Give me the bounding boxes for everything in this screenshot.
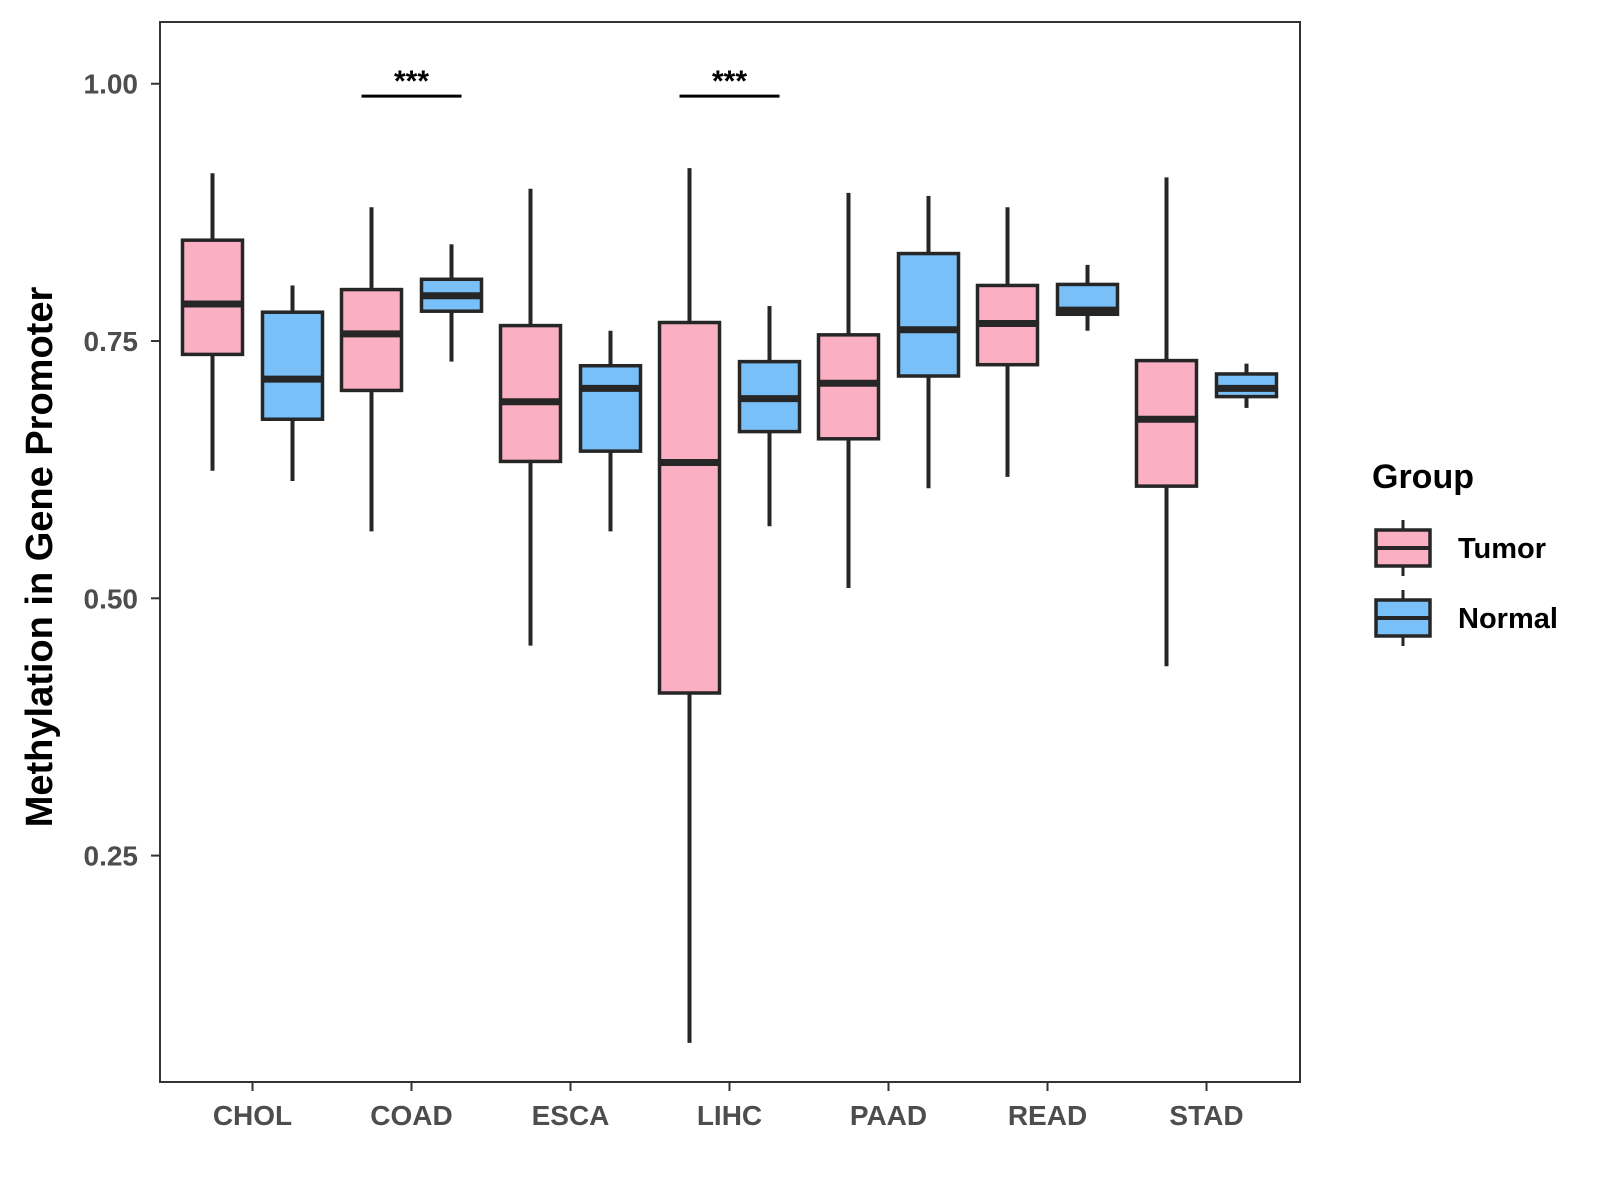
legend-item-normal: Normal [1374, 590, 1558, 646]
x-tick-label-chol: CHOL [213, 1100, 292, 1131]
y-tick-label: 0.25 [84, 841, 139, 872]
box-iqr [1134, 358, 1199, 488]
significance-coad: *** [361, 65, 462, 98]
box-iqr [816, 333, 881, 441]
legend-label-tumor: Tumor [1458, 533, 1546, 565]
axes: 0.25 0.50 0.75 1.00 CHOL COAD ESCA LIHC PAAD READ… [84, 21, 1301, 1131]
box-tumor-lihc [657, 168, 722, 1043]
box-tumor-stad [1134, 177, 1199, 667]
box-tumor-coad [339, 207, 404, 532]
box-iqr [180, 238, 245, 357]
legend-title: Group [1372, 458, 1474, 496]
box-normal-chol [260, 285, 325, 481]
box-tumor-paad [816, 192, 881, 589]
box-normal-esca [578, 330, 643, 532]
box-iqr [578, 363, 643, 453]
box-iqr [260, 310, 325, 421]
box-iqr [896, 251, 961, 378]
box-iqr [498, 323, 563, 464]
y-tick-label: 1.00 [84, 69, 139, 100]
x-tick-label-lihc: LIHC [697, 1100, 762, 1131]
box-normal-paad [896, 195, 961, 489]
box-tumor-chol [180, 173, 245, 471]
box-iqr [339, 287, 404, 393]
legend: Group Tumor Normal [1372, 458, 1558, 646]
box-tumor-esca [498, 188, 563, 646]
legend-item-tumor: Tumor [1374, 520, 1546, 576]
box-normal-read [1055, 264, 1120, 331]
x-tick-label-read: READ [1008, 1100, 1087, 1131]
plot-area: *** *** [180, 65, 1279, 1043]
significance-label: *** [712, 65, 747, 98]
box-normal-lihc [737, 306, 802, 527]
box-iqr [657, 320, 722, 695]
x-tick-label-paad: PAAD [850, 1100, 927, 1131]
box-normal-stad [1214, 363, 1279, 408]
significance-label: *** [394, 65, 429, 98]
significance-lihc: *** [679, 65, 780, 98]
box-tumor-read [975, 207, 1040, 477]
y-axis-title: Methylation in Gene Promoter [19, 287, 61, 828]
y-tick-label: 0.50 [84, 583, 139, 614]
box-normal-coad [419, 244, 484, 362]
x-tick-label-coad: COAD [370, 1100, 452, 1131]
legend-label-normal: Normal [1458, 603, 1558, 635]
y-tick-label: 0.75 [84, 326, 139, 357]
x-tick-label-esca: ESCA [532, 1100, 610, 1131]
x-tick-label-stad: STAD [1169, 1100, 1243, 1131]
